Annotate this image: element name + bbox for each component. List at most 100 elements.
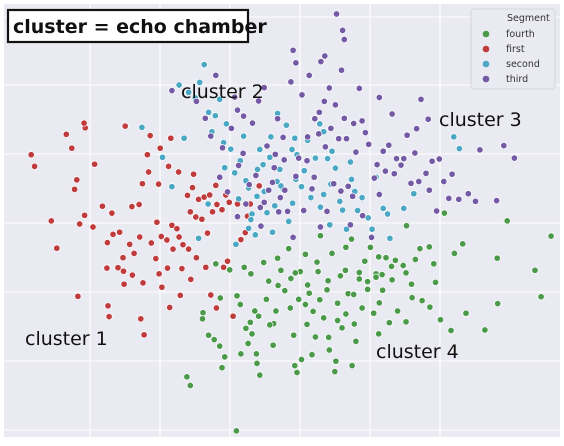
data-point-fourth: [308, 351, 316, 359]
data-point-third: [373, 161, 381, 169]
data-point-third: [397, 161, 405, 169]
data-point-third: [331, 101, 339, 109]
data-point-third: [332, 10, 341, 18]
data-point-second: [354, 206, 362, 215]
data-point-third: [192, 97, 200, 105]
data-point-third: [358, 117, 366, 125]
data-point-third: [370, 174, 378, 182]
data-point-first: [207, 291, 215, 299]
data-point-second: [316, 203, 324, 211]
data-point-third: [415, 177, 423, 186]
data-point-second: [358, 194, 366, 202]
data-point-third: [342, 135, 351, 143]
data-point-first: [163, 236, 171, 244]
data-point-second: [455, 145, 463, 153]
data-point-fourth: [323, 286, 331, 294]
data-point-second: [288, 145, 296, 154]
data-point-second: [289, 199, 297, 207]
data-point-fourth: [199, 309, 207, 317]
data-point-second: [347, 175, 356, 183]
data-point-first: [140, 331, 148, 339]
data-point-first: [186, 208, 194, 216]
series-third: [168, 10, 518, 241]
data-point-first: [203, 229, 212, 237]
data-point-fourth: [256, 371, 264, 379]
data-point-third: [325, 84, 333, 92]
data-point-fourth: [251, 307, 259, 315]
data-point-second: [247, 216, 255, 224]
data-point-first: [126, 240, 134, 248]
plot-panel: [4, 4, 560, 437]
data-point-fourth: [402, 222, 411, 230]
data-point-fourth: [342, 310, 350, 318]
data-point-second: [232, 240, 240, 248]
data-point-fourth: [418, 297, 426, 305]
data-point-third: [310, 173, 318, 181]
points-layer: [27, 10, 555, 435]
data-point-third: [275, 208, 283, 216]
data-point-fourth: [399, 261, 407, 270]
annotation-layer: cluster 1 cluster 2 cluster 3 cluster 4: [25, 81, 522, 363]
data-point-first: [175, 233, 183, 241]
data-point-third: [233, 106, 242, 114]
data-point-fourth: [370, 309, 378, 317]
data-point-fourth: [291, 362, 299, 370]
data-point-fourth: [425, 243, 433, 251]
data-point-third: [274, 115, 282, 123]
data-point-first: [187, 275, 195, 283]
data-point-third: [168, 87, 176, 95]
data-point-second: [324, 155, 332, 163]
data-point-fourth: [205, 331, 213, 339]
data-point-fourth: [272, 307, 280, 315]
data-point-fourth: [236, 300, 244, 309]
data-point-third: [493, 197, 501, 205]
data-point-first: [155, 180, 163, 188]
data-point-second: [185, 88, 193, 96]
data-point-first: [98, 202, 106, 210]
data-point-third: [245, 181, 253, 189]
data-point-fourth: [531, 266, 539, 274]
data-point-fourth: [262, 295, 270, 303]
data-point-first: [158, 283, 166, 291]
data-point-first: [178, 265, 186, 273]
data-point-fourth: [394, 307, 402, 315]
data-point-third: [235, 161, 243, 170]
data-point-third: [320, 97, 328, 105]
annotation-cluster-2: cluster 2: [181, 81, 264, 103]
data-point-second: [204, 200, 212, 208]
data-point-third: [464, 190, 472, 198]
data-point-fourth: [494, 300, 502, 308]
data-point-first: [198, 215, 206, 223]
data-point-fourth: [316, 232, 324, 240]
data-point-first: [183, 191, 192, 199]
data-point-first: [145, 168, 153, 176]
data-point-third: [337, 187, 345, 195]
data-point-first: [179, 241, 187, 249]
data-point-fourth: [324, 277, 332, 285]
data-point-second: [307, 194, 315, 202]
data-point-fourth: [244, 339, 252, 348]
data-point-fourth: [325, 333, 333, 341]
data-point-fourth: [183, 373, 191, 381]
legend-frame: [470, 8, 556, 90]
data-point-third: [323, 207, 331, 215]
data-point-first: [103, 239, 111, 247]
data-point-fourth: [316, 296, 324, 304]
data-point-third: [435, 155, 443, 163]
data-point-fourth: [295, 295, 303, 303]
data-point-fourth: [411, 255, 419, 264]
data-point-third: [337, 66, 346, 74]
data-point-third: [231, 93, 239, 101]
data-point-third: [355, 84, 363, 92]
data-point-third: [303, 157, 311, 165]
data-point-first: [120, 280, 128, 288]
series-first: [27, 119, 263, 339]
series-fourth: [183, 209, 555, 435]
data-point-first: [53, 244, 61, 252]
data-point-third: [256, 203, 264, 212]
data-point-third: [433, 207, 441, 215]
data-point-fourth: [342, 243, 350, 251]
data-point-third: [375, 93, 383, 102]
data-point-fourth: [355, 275, 363, 283]
data-point-fourth: [287, 274, 295, 283]
